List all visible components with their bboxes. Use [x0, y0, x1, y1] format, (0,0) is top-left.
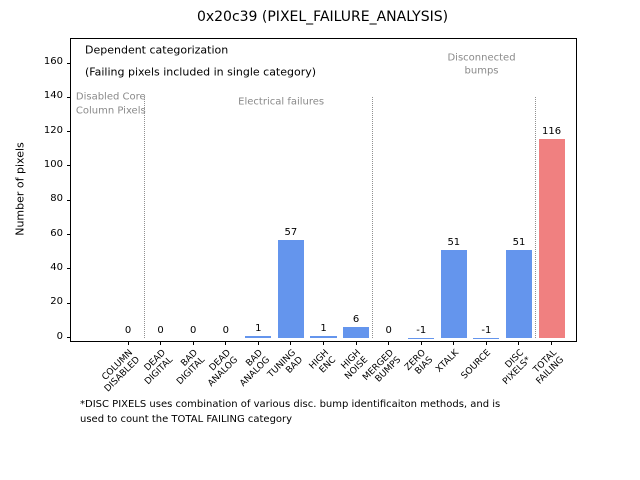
footnote: *DISC PIXELS uses combination of various…: [80, 399, 501, 425]
x-tick-label: BAD DIGITAL: [175, 348, 208, 388]
separator-line: [143, 97, 145, 338]
x-tick-mark: [485, 341, 487, 345]
x-tick-label: ZERO BIAS: [403, 348, 436, 378]
bar-value-label: 0: [124, 324, 132, 336]
y-tick-mark: [67, 62, 71, 64]
x-tick-mark: [420, 341, 422, 345]
y-tick-mark: [67, 302, 71, 304]
separator-line: [534, 97, 536, 338]
y-tick-label: 100: [43, 158, 63, 170]
bar-value-label: 51: [447, 237, 461, 249]
separator-line: [371, 97, 373, 338]
bar-7: [343, 327, 370, 338]
annotation-0: Dependent categorization: [85, 43, 229, 57]
x-tick-mark: [257, 341, 259, 345]
bar-value-label: 116: [542, 125, 562, 137]
y-tick-label: 140: [43, 90, 63, 102]
x-tick-label: TUNING BAD: [266, 348, 306, 380]
x-tick-mark: [127, 341, 129, 345]
bar-10: [440, 250, 467, 338]
x-tick-mark: [323, 341, 324, 345]
bar-value-label: 57: [284, 226, 298, 238]
y-tick-label: 60: [50, 227, 63, 239]
y-tick-mark: [67, 165, 71, 167]
x-tick-mark: [355, 341, 357, 345]
y-tick-label: 160: [43, 56, 63, 68]
x-tick-mark: [192, 341, 194, 345]
x-tick-label: SOURCE: [460, 348, 494, 382]
bar-4: [245, 335, 272, 338]
x-tick-mark: [453, 341, 455, 345]
y-tick-label: 80: [50, 193, 63, 205]
bar-value-label: 0: [222, 324, 229, 336]
x-tick-mark: [225, 341, 227, 345]
bar-value-label: 0: [189, 324, 197, 336]
bar-value-label: 0: [157, 324, 164, 336]
y-tick-label: 120: [43, 124, 63, 136]
x-tick-label: XTALK: [434, 348, 461, 375]
x-tick-label: COLUMN DISABLED: [100, 348, 143, 395]
bar-9: [408, 337, 435, 340]
bar-12: [505, 250, 532, 338]
x-tick-label: MERGED BUMPS: [360, 348, 404, 385]
bar-5: [277, 239, 304, 338]
annotation-2: Disabled Core Column Pixels: [75, 91, 146, 117]
y-tick-mark: [67, 234, 71, 236]
x-tick-label: HIGH ENC: [307, 348, 338, 376]
plot-area: 0 COLUMN DISABLED 0 DEAD DIGITAL 0 BAD DIGITA…: [44, 38, 577, 395]
x-tick-label: DISC PIXELS*: [501, 348, 534, 388]
y-tick-mark: [67, 337, 71, 339]
x-tick-mark: [551, 341, 553, 345]
y-tick-mark: [67, 199, 71, 201]
y-tick-label: 20: [50, 296, 63, 308]
annotation-4: Disconnected bumps: [447, 52, 516, 77]
y-axis-label: Number of pixels: [13, 142, 27, 236]
x-tick-mark: [388, 341, 390, 345]
bar-6: [310, 335, 337, 338]
x-tick-mark: [290, 341, 292, 345]
bar-value-label: 0: [385, 324, 392, 336]
y-tick-label: 40: [50, 261, 63, 273]
chart-title: 0x20c39 (PIXEL_FAILURE_ANALYSIS): [196, 9, 449, 25]
bar-value-label: -1: [481, 324, 492, 336]
annotation-3: Electrical failures: [238, 96, 325, 108]
x-tick-label: TOTAL FAILING: [531, 348, 566, 387]
bar-value-label: 1: [255, 322, 262, 334]
bar-11: [473, 337, 500, 340]
y-tick-label: 0: [56, 330, 63, 342]
y-tick-mark: [67, 131, 71, 133]
x-tick-label: DEAD DIGITAL: [142, 348, 175, 388]
bar-13: [538, 138, 565, 338]
bar-value-label: -1: [416, 324, 427, 336]
x-tick-mark: [160, 341, 162, 345]
bar-value-label: 51: [512, 237, 526, 249]
annotation-1: (Failing pixels included in single categ…: [85, 65, 317, 79]
y-tick-mark: [67, 268, 71, 270]
x-tick-mark: [518, 341, 520, 345]
bar-value-label: 1: [320, 322, 327, 334]
x-tick-label: BAD ANALOG: [238, 348, 273, 390]
y-tick-mark: [67, 96, 71, 98]
x-tick-label: DEAD ANALOG: [206, 348, 241, 390]
bar-value-label: 6: [352, 314, 360, 326]
